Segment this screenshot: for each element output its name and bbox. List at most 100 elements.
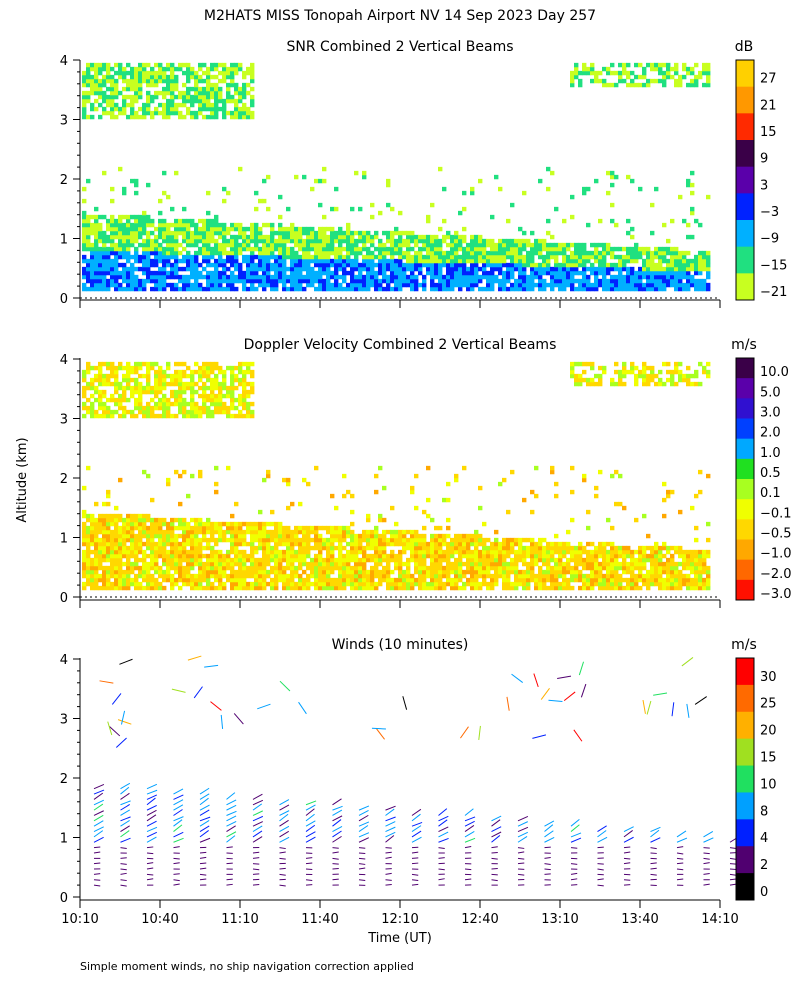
colorbar-label: −0.5 [760,526,792,541]
wind-barb [358,810,369,816]
wind-barb [623,836,634,843]
colorbar-swatch [736,193,754,221]
wind-barb [233,713,244,725]
wind-barb [332,815,343,822]
wind-barb [517,831,528,838]
wind-barb [120,710,126,725]
wind-barb [120,879,127,882]
wind-barb [115,737,127,748]
wind-barb [279,810,290,816]
wind-barb [279,804,290,811]
wind-barb [93,814,104,822]
colorbar-label: 0.1 [760,486,781,501]
wind-barb [199,878,207,881]
wind-barb [226,831,237,838]
y-tick-label: 3 [60,413,68,428]
wind-barb [199,793,210,800]
colorbar-swatch [736,273,754,301]
wind-barb [305,824,316,832]
wind-barb [220,714,224,729]
wind-barb [385,872,392,875]
wind-barb [358,879,366,882]
colorbar-label: 15 [760,750,777,765]
wind-barb [146,846,154,849]
wind-barb [358,825,369,832]
wind-barb [385,856,392,859]
wind-barb [642,699,646,714]
wind-barb [729,873,737,876]
colorbar-label: 2.0 [760,426,781,441]
wind-barb [332,835,342,843]
wind-barb [146,873,154,876]
colorbar: 10.0 5.0 3.0 2.0 1.0 0.5 0.1 −0.1 −0.5 −1.0 −2.0 −3… [731,337,791,602]
colorbar-label: 1.0 [760,446,781,461]
wind-barb [171,688,186,693]
colorbar-label: 0.5 [760,466,781,481]
wind-barb [226,825,236,832]
wind-barb [597,868,604,871]
wind-barb [93,830,104,838]
colorbar-swatch [736,499,754,520]
wind-barb [252,873,260,875]
wind-barb [570,863,578,865]
colorbar-swatch [736,398,754,419]
wind-barb [623,826,634,832]
wind-barb [226,835,236,843]
wind-barb [411,879,419,881]
colorbar-swatch [736,438,754,460]
wind-barb [533,673,539,688]
wind-barb [686,703,690,718]
wind-barb [109,726,121,737]
wind-barb [120,809,131,816]
wind-barb [173,857,180,860]
y-tick-label: 3 [60,114,68,129]
wind-barb [252,810,263,816]
wind-barb [93,879,101,881]
wind-barb [146,789,158,795]
wind-barb [332,868,339,870]
wind-barb [385,816,396,822]
wind-barb [199,804,210,811]
wind-barb [173,788,184,795]
wind-barb [173,846,180,849]
wind-barb [438,808,448,816]
colorbar-label: 8 [760,804,768,819]
wind-barb [358,867,366,870]
wind-barb [438,878,445,881]
x-tick-label: 13:10 [541,912,578,927]
wind-barb [464,878,472,881]
colorbar-label: −0.1 [760,506,792,521]
wind-barb [650,837,661,843]
wind-barb [146,783,158,790]
colorbar-swatch [736,220,754,248]
wind-barb [332,878,339,881]
wind-barb [146,804,157,811]
wind-barb [438,826,449,833]
wind-barb [279,873,286,876]
x-tick-label: 12:10 [381,912,418,927]
wind-barb [93,851,101,854]
wind-barb [173,824,183,832]
colorbar-label: 15 [760,125,777,140]
colorbar-units: m/s [731,637,757,653]
colorbar-swatch [736,113,754,141]
wind-barb [226,883,233,886]
wind-barb [464,831,475,838]
colorbar-swatch [736,140,754,168]
wind-barb [279,680,291,692]
wind-barb [597,830,607,838]
colorbar-label: 5.0 [760,385,781,400]
wind-barb [332,809,343,816]
wind-barb [120,872,127,875]
wind-barb [650,873,657,876]
wind-barb [517,835,528,843]
wind-barb [570,819,580,827]
wind-barb [146,809,157,816]
wind-barb [676,830,687,838]
wind-barb [107,721,113,736]
wind-barb [120,857,127,859]
wind-barb [557,675,572,680]
figure-title: M2HATS MISS Tonopah Airport NV 14 Sep 20… [204,8,596,24]
wind-barb [460,726,469,739]
